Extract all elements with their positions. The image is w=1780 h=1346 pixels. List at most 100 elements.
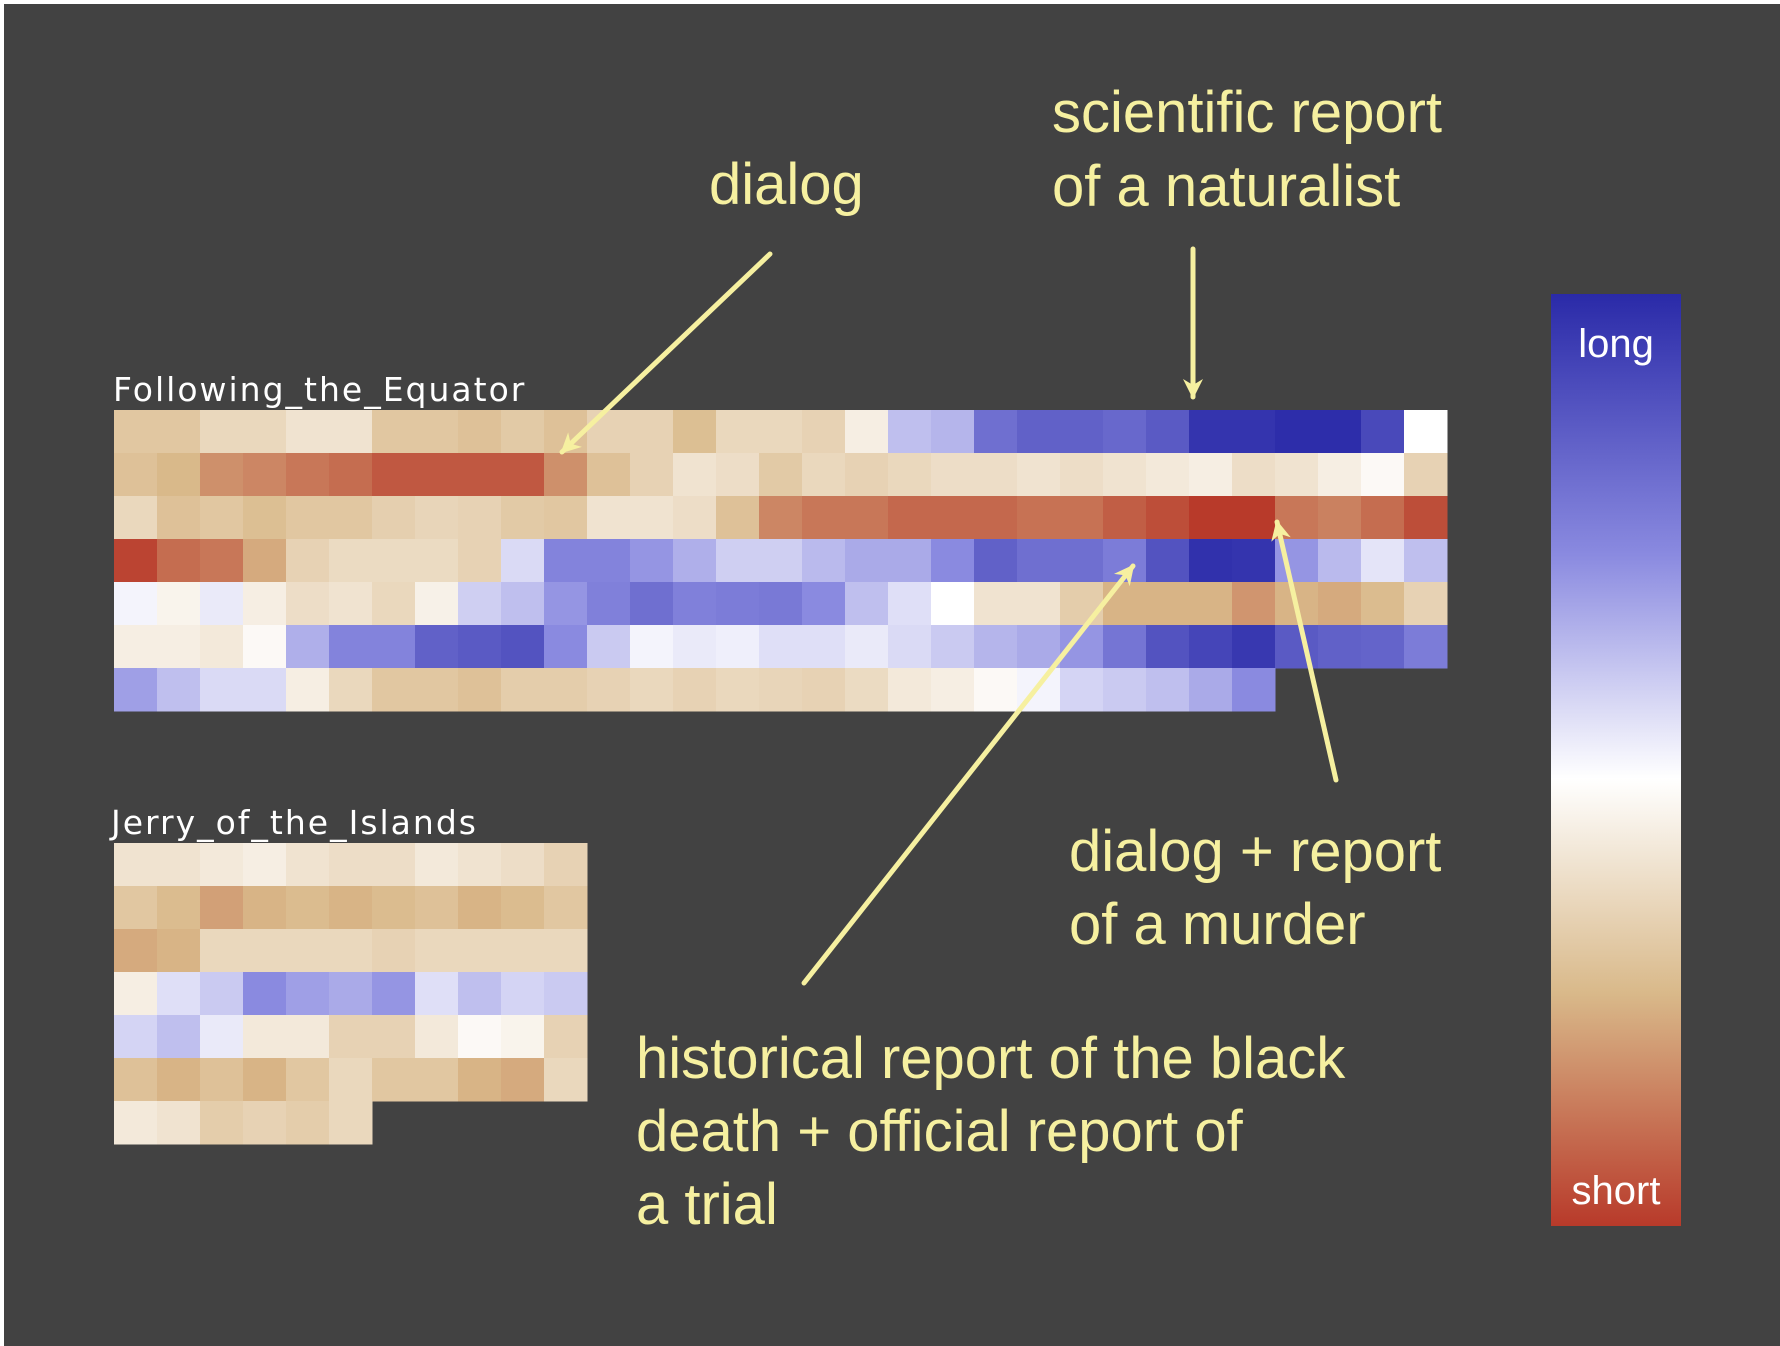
heatmap-cell: [415, 410, 459, 454]
heatmap-cell: [1275, 625, 1319, 669]
heatmap-cell: [1404, 410, 1448, 454]
heatmap-cell: [286, 972, 330, 1016]
heatmap-cell: [458, 929, 502, 973]
heatmap-cell: [974, 625, 1018, 669]
heatmap-jerry-of-the-islands: [114, 843, 588, 1145]
heatmap-cell: [329, 1015, 373, 1059]
heatmap-cell: [802, 668, 846, 712]
heatmap-cell: [501, 453, 545, 497]
heatmap-cell: [458, 1015, 502, 1059]
heatmap-cell: [974, 496, 1018, 540]
heatmap-cell: [544, 972, 588, 1016]
heatmap-cell: [329, 886, 373, 930]
heatmap-cell: [501, 1058, 545, 1102]
heatmap-cell: [544, 625, 588, 669]
heatmap-cell: [1189, 410, 1233, 454]
heatmap-cell: [1318, 496, 1362, 540]
heatmap-cell: [114, 1015, 158, 1059]
heatmap-cell: [845, 410, 889, 454]
heatmap-cell: [1060, 453, 1104, 497]
heatmap-cell: [1232, 625, 1276, 669]
heatmap-following-the-equator: [114, 410, 1448, 712]
annotation-scientific-line-2: of a naturalist: [1052, 154, 1400, 219]
heatmap-cell: [544, 668, 588, 712]
annotation-dialog-line-1: dialog: [709, 152, 864, 217]
heatmap-cell: [1232, 453, 1276, 497]
heatmap-cell: [243, 410, 287, 454]
heatmap-cell: [372, 972, 416, 1016]
heatmap-cell: [1189, 539, 1233, 583]
heatmap-cell: [802, 625, 846, 669]
heatmap-cell: [372, 453, 416, 497]
heatmap-cell: [200, 1101, 244, 1145]
heatmap-cell: [587, 539, 631, 583]
heatmap-cell: [759, 582, 803, 626]
heatmap-cell: [329, 972, 373, 1016]
heatmap-cell: [1146, 625, 1190, 669]
heatmap-cell: [243, 886, 287, 930]
heatmap-cell: [286, 886, 330, 930]
heatmap-cell: [243, 1058, 287, 1102]
heatmap-cell: [114, 410, 158, 454]
heatmap-cell: [501, 668, 545, 712]
heatmap-cell: [1232, 668, 1276, 712]
heatmap-cell: [1189, 582, 1233, 626]
heatmap-cell: [200, 886, 244, 930]
heatmap-cell: [802, 453, 846, 497]
heatmap-cell: [974, 410, 1018, 454]
heatmap-cell: [200, 843, 244, 887]
heatmap-cell: [587, 410, 631, 454]
heatmap-cell: [200, 1015, 244, 1059]
heatmap-cell: [286, 625, 330, 669]
annotation-black-death: historical report of the black death + o…: [636, 1026, 1361, 1237]
heatmap-cell: [372, 1015, 416, 1059]
heatmap-cell: [200, 1058, 244, 1102]
heatmap-cell: [286, 929, 330, 973]
heatmap-cell: [888, 453, 932, 497]
heatmap-cell: [200, 582, 244, 626]
chart-canvas: Following_the_Equator Jerry_of_the_Islan…: [4, 4, 1780, 1346]
heatmap-cell: [544, 539, 588, 583]
heatmap-cell: [630, 668, 674, 712]
heatmap-cell: [114, 843, 158, 887]
heatmap-cell: [114, 582, 158, 626]
heatmap-cell: [630, 539, 674, 583]
heatmap-cell: [974, 539, 1018, 583]
heatmap-cell: [1017, 539, 1061, 583]
heatmap-cell: [845, 496, 889, 540]
heatmap-cell: [630, 410, 674, 454]
heatmap-cell: [1189, 668, 1233, 712]
heatmap-cell: [544, 496, 588, 540]
heatmap-cell: [415, 582, 459, 626]
heatmap-cell: [114, 1101, 158, 1145]
heatmap-cell: [329, 843, 373, 887]
heatmap-cell: [243, 843, 287, 887]
heatmap-cell: [114, 539, 158, 583]
heatmap-cell: [544, 843, 588, 887]
heatmap-cell: [1361, 410, 1405, 454]
heatmap-cell: [114, 1058, 158, 1102]
heatmap-cell: [458, 453, 502, 497]
heatmap-cell: [587, 625, 631, 669]
heatmap-cell: [329, 539, 373, 583]
heatmap-cell: [1103, 668, 1147, 712]
heatmap-cell: [931, 625, 975, 669]
heatmap-cell: [286, 539, 330, 583]
heatmap-cell: [1103, 410, 1147, 454]
heatmap-cell: [1318, 582, 1362, 626]
heatmap-cell: [1060, 668, 1104, 712]
heatmap-cell: [931, 668, 975, 712]
heatmap-cell: [845, 582, 889, 626]
heatmap-cell: [415, 929, 459, 973]
heatmap-cell: [759, 625, 803, 669]
heatmap-cell: [1318, 410, 1362, 454]
heatmap-cell: [1060, 410, 1104, 454]
heatmap-cell: [114, 886, 158, 930]
annotation-murder-line-2: of a murder: [1069, 892, 1366, 957]
heatmap-cell: [1361, 625, 1405, 669]
heatmap-cell: [630, 453, 674, 497]
heatmap-cell: [157, 668, 201, 712]
heatmap-cell: [1146, 496, 1190, 540]
heatmap-cell: [716, 453, 760, 497]
heatmap-cell: [286, 410, 330, 454]
